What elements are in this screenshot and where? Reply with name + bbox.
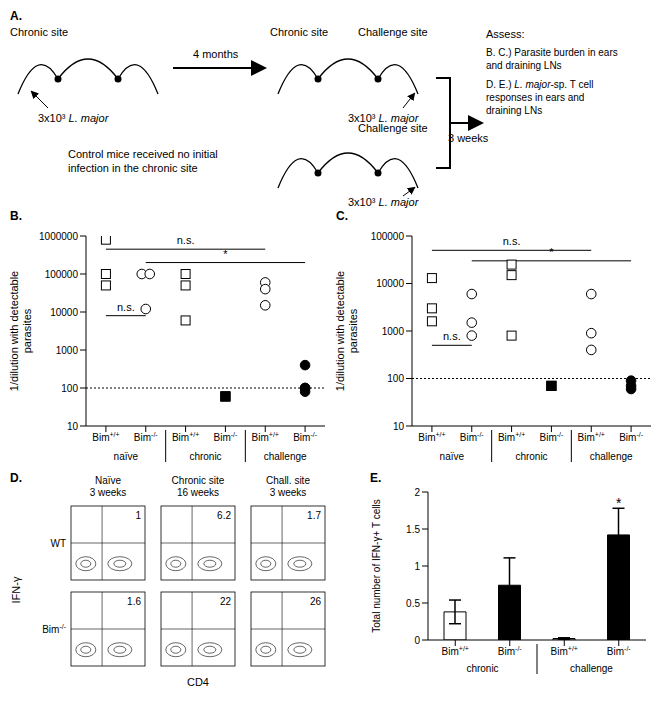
svg-text:responses in ears and: responses in ears and [486, 92, 584, 103]
svg-text:D. E.) L. major-sp. T cell: D. E.) L. major-sp. T cell [486, 79, 593, 90]
svg-text:Bim+/+: Bim+/+ [252, 431, 279, 443]
svg-text:26: 26 [310, 596, 322, 607]
svg-text:1: 1 [414, 561, 420, 572]
svg-text:Chronic site: Chronic site [10, 26, 68, 38]
svg-text:C.: C. [336, 209, 348, 223]
svg-text:3x10³ L. major: 3x10³ L. major [38, 112, 110, 124]
svg-text:Bim-/-: Bim-/- [213, 431, 238, 443]
svg-text:Bim+/+: Bim+/+ [92, 431, 119, 443]
svg-text:Total number of IFN-γ+ T cells: Total number of IFN-γ+ T cells [371, 499, 382, 632]
svg-text:parasites: parasites [21, 308, 33, 353]
svg-text:D.: D. [10, 471, 22, 485]
svg-text:1: 1 [135, 510, 141, 521]
svg-text:1.7: 1.7 [307, 510, 321, 521]
svg-text:Bim-/-: Bim-/- [42, 623, 67, 635]
svg-text:Bim-/-: Bim-/- [498, 645, 523, 657]
svg-text:Control mice received no initi: Control mice received no initial [68, 148, 218, 160]
svg-text:challenge: challenge [264, 451, 307, 462]
svg-text:3 weeks: 3 weeks [90, 487, 127, 498]
svg-text:1000000: 1000000 [39, 231, 78, 242]
svg-text:2: 2 [414, 487, 420, 498]
svg-text:22: 22 [220, 596, 232, 607]
svg-text:n.s.: n.s. [117, 301, 135, 313]
svg-text:3x10³ L. major: 3x10³ L. major [348, 196, 420, 208]
svg-text:Bim+/+: Bim+/+ [578, 431, 605, 443]
svg-text:3 weeks: 3 weeks [270, 487, 307, 498]
svg-text:IFN-γ: IFN-γ [10, 576, 22, 603]
svg-text:100: 100 [387, 373, 404, 384]
svg-text:Chronic site: Chronic site [270, 26, 328, 38]
svg-text:chronic: chronic [189, 451, 221, 462]
svg-text:Assess:: Assess: [486, 28, 525, 40]
svg-text:*: * [549, 246, 554, 258]
svg-text:1.6: 1.6 [127, 596, 141, 607]
svg-text:1000: 1000 [56, 345, 79, 356]
svg-text:naïve: naïve [440, 451, 465, 462]
svg-text:A.: A. [10, 9, 22, 23]
svg-text:Bim-/-: Bim-/- [134, 431, 159, 443]
svg-text:Bim-/-: Bim-/- [607, 645, 632, 657]
svg-text:0.5: 0.5 [406, 598, 420, 609]
svg-text:n.s.: n.s. [443, 330, 461, 342]
svg-text:challenge: challenge [570, 663, 613, 674]
svg-text:10: 10 [393, 421, 405, 432]
svg-text:B.: B. [10, 209, 22, 223]
svg-text:0: 0 [414, 635, 420, 646]
svg-text:n.s.: n.s. [503, 235, 521, 247]
svg-text:WT: WT [50, 538, 66, 549]
svg-text:draining LNs: draining LNs [486, 105, 542, 116]
svg-text:3x10³ L. major: 3x10³ L. major [348, 112, 419, 124]
svg-text:16 weeks: 16 weeks [177, 487, 219, 498]
svg-text:Challenge site: Challenge site [358, 26, 428, 38]
svg-text:Bim-/-: Bim-/- [539, 431, 564, 443]
svg-text:infection in the chronic site: infection in the chronic site [68, 162, 198, 174]
svg-text:Bim+/+: Bim+/+ [551, 645, 578, 657]
svg-text:6.2: 6.2 [217, 510, 231, 521]
svg-text:Challenge site: Challenge site [358, 122, 428, 134]
svg-text:Bim-/-: Bim-/- [619, 431, 644, 443]
svg-text:10000: 10000 [376, 278, 404, 289]
svg-text:Bim+/+: Bim+/+ [172, 431, 199, 443]
svg-text:1000: 1000 [382, 326, 405, 337]
svg-text:100000: 100000 [45, 269, 79, 280]
svg-text:Chall. site: Chall. site [266, 475, 310, 486]
svg-text:3 weeks: 3 weeks [448, 132, 489, 144]
svg-text:B. C.) Parasite burden in ears: B. C.) Parasite burden in ears [486, 47, 618, 58]
svg-text:parasites: parasites [347, 308, 359, 353]
svg-text:1/dilution with detectable: 1/dilution with detectable [8, 271, 20, 391]
svg-text:CD4: CD4 [187, 676, 209, 688]
svg-text:Bim-/-: Bim-/- [293, 431, 318, 443]
svg-text:challenge: challenge [590, 451, 633, 462]
svg-text:Bim+/+: Bim+/+ [418, 431, 445, 443]
svg-text:4 months: 4 months [193, 48, 239, 60]
svg-text:1.5: 1.5 [406, 524, 420, 535]
svg-text:100000: 100000 [371, 231, 405, 242]
svg-text:naïve: naïve [114, 451, 139, 462]
svg-text:Bim+/+: Bim+/+ [498, 431, 525, 443]
svg-text:n.s.: n.s. [177, 234, 195, 246]
svg-text:Bim+/+: Bim+/+ [442, 645, 469, 657]
svg-text:10000: 10000 [50, 307, 78, 318]
svg-text:100: 100 [61, 383, 78, 394]
svg-text:*: * [223, 248, 228, 260]
svg-text:chronic: chronic [466, 663, 498, 674]
svg-text:Chronic site: Chronic site [172, 475, 225, 486]
svg-text:Bim-/-: Bim-/- [460, 431, 485, 443]
svg-text:10: 10 [67, 421, 79, 432]
svg-text:and draining LNs: and draining LNs [486, 60, 562, 71]
svg-text:1/dilution with detectable: 1/dilution with detectable [334, 271, 346, 391]
svg-text:chronic: chronic [515, 451, 547, 462]
svg-text:E.: E. [370, 471, 381, 485]
svg-text:*: * [616, 495, 622, 511]
svg-text:Naïve: Naïve [95, 475, 122, 486]
